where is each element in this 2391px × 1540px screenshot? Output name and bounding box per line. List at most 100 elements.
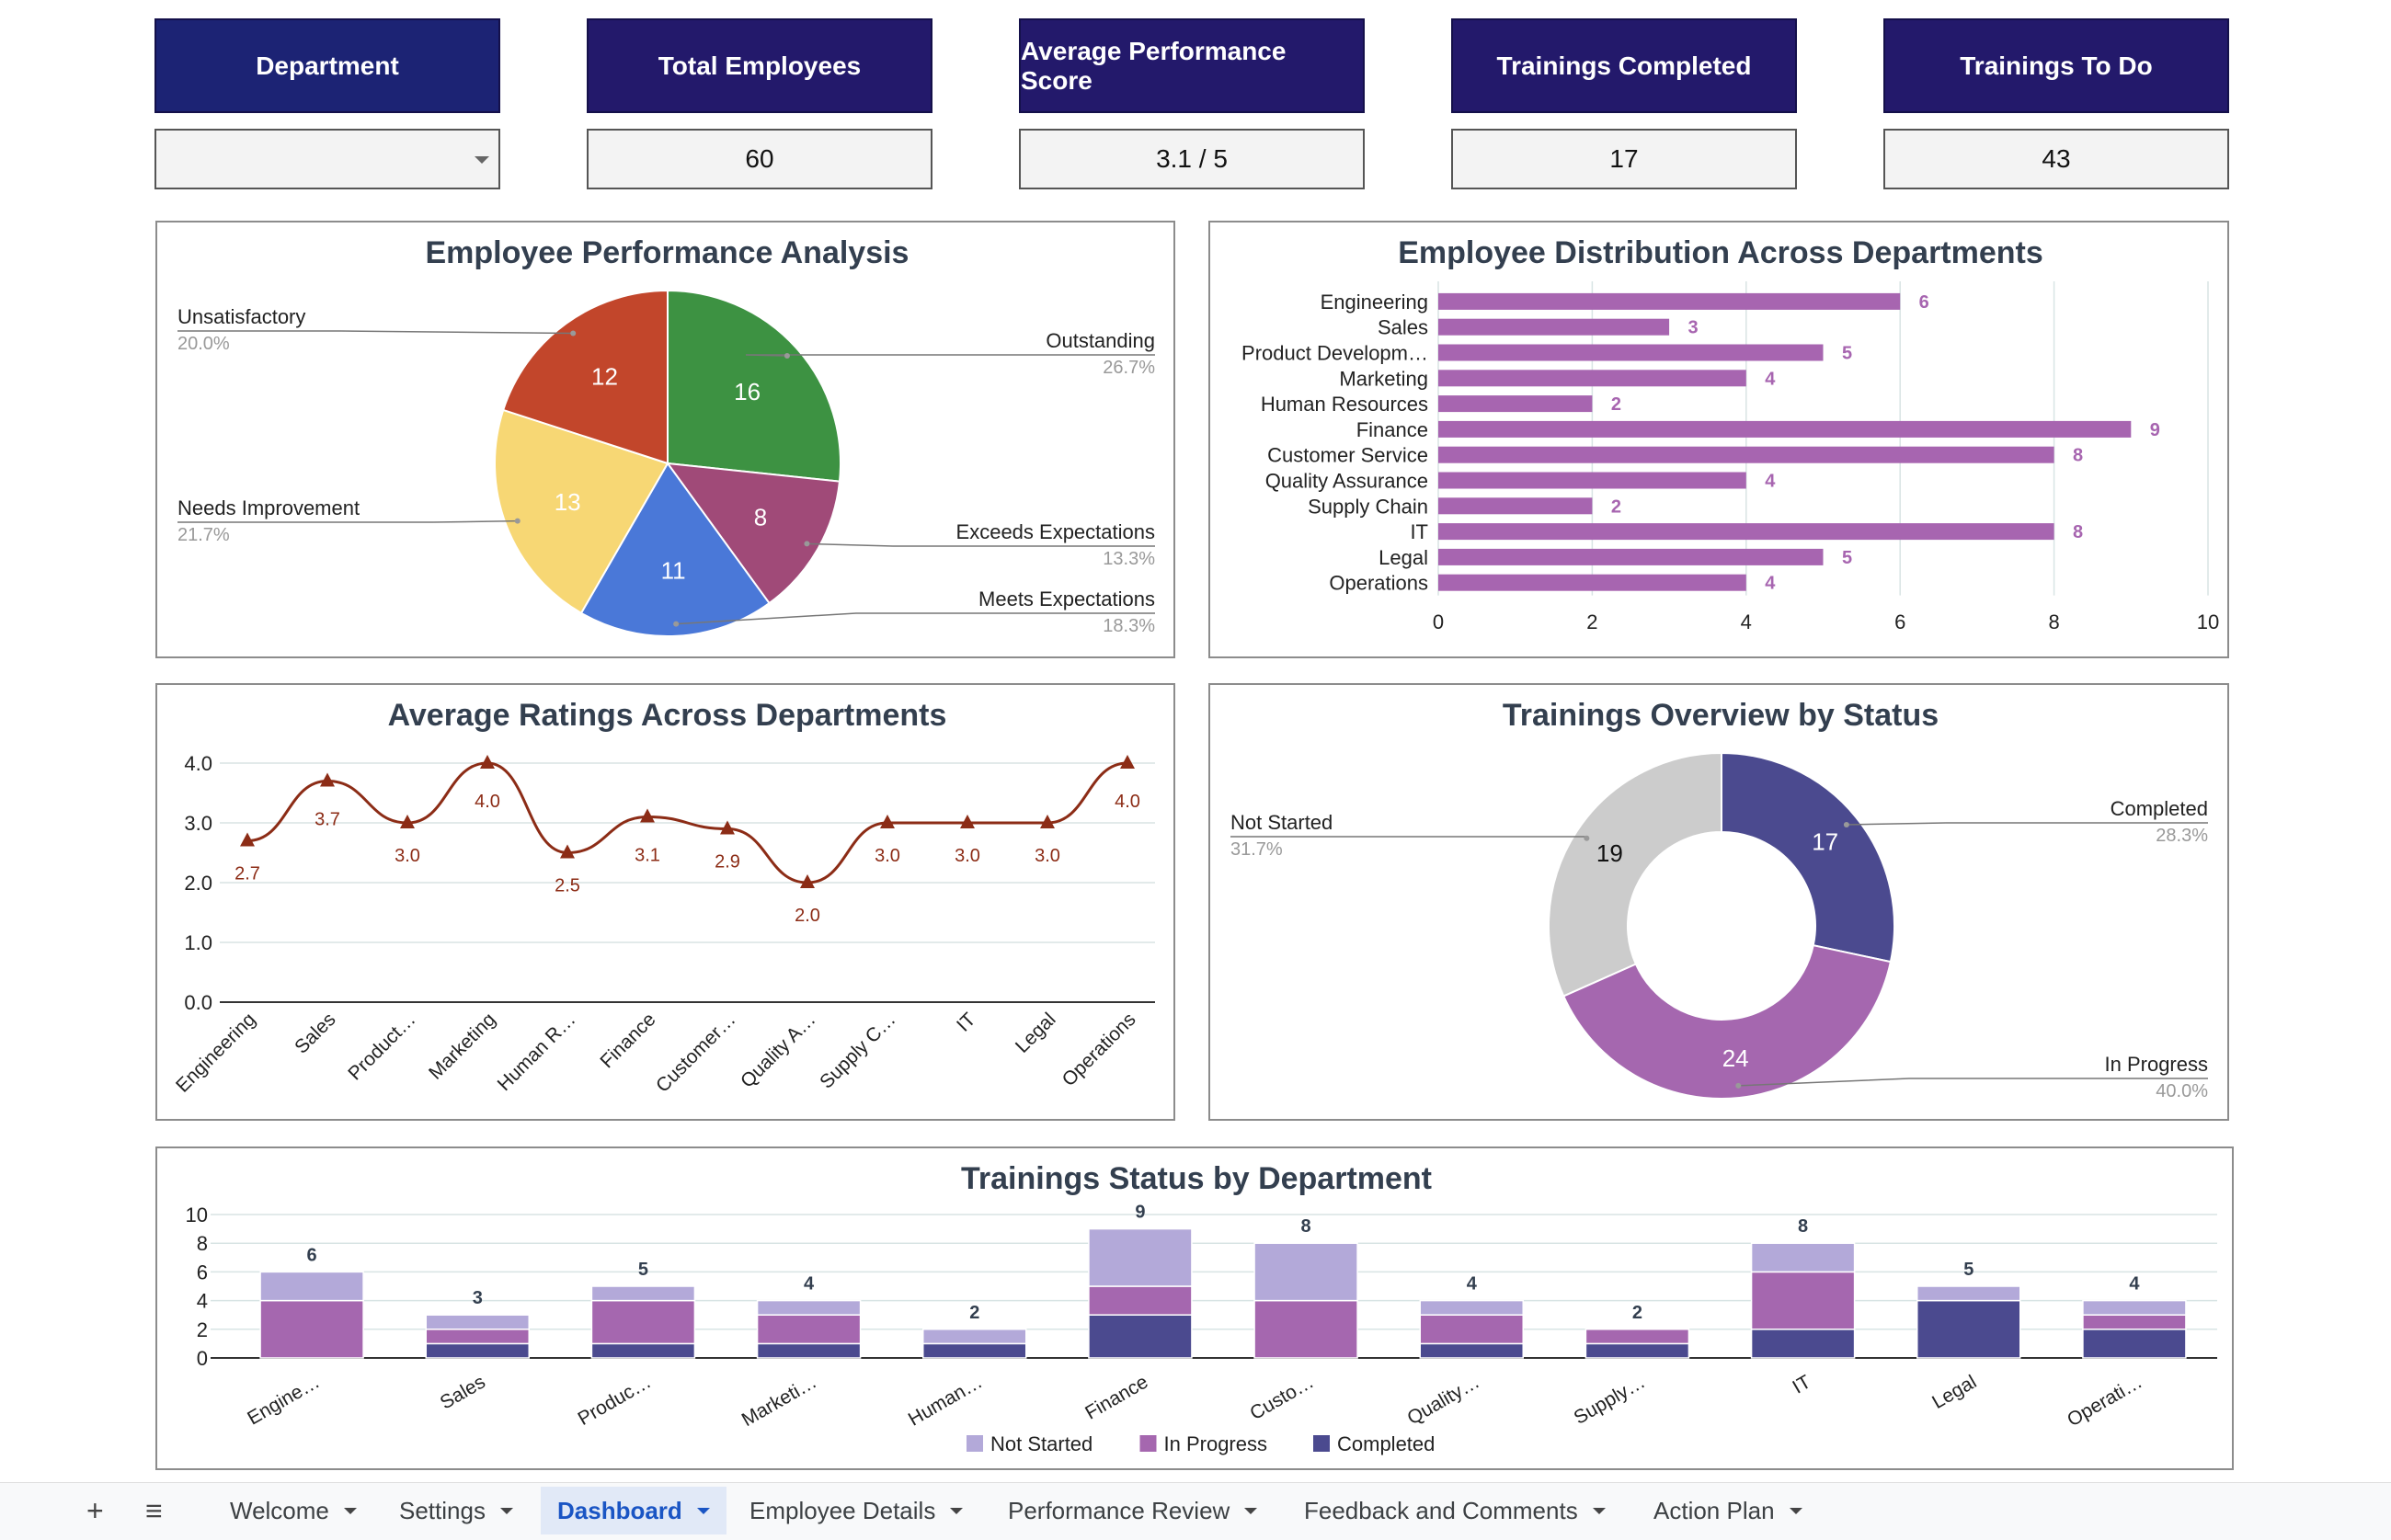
pie-leader-line <box>1230 836 1589 839</box>
category-label: Sales <box>1378 316 1428 339</box>
x-tick-label: Human R… <box>494 1009 580 1095</box>
category-label: Operations <box>1329 572 1428 595</box>
line-point <box>320 772 335 787</box>
stacked-bar-segment-completed <box>590 1342 696 1359</box>
pie-slice-percent: 26.7% <box>1103 358 1155 378</box>
legend-label: Completed <box>1337 1432 1435 1455</box>
stacked-bar-segment-in-progress <box>590 1299 696 1345</box>
category-label: Finance <box>1356 418 1428 441</box>
data-label: 2.5 <box>555 876 580 896</box>
tab-employee-details[interactable]: Employee Details <box>733 1487 979 1534</box>
stacked-bar-segment-not-started <box>1916 1285 2021 1302</box>
pie-slice-percent: 28.3% <box>2156 826 2208 846</box>
bar <box>1438 370 1746 387</box>
x-tick-label: Customer… <box>652 1009 739 1096</box>
bar-value-label: 4 <box>1765 472 1776 492</box>
x-tick-label: IT <box>1789 1371 1814 1397</box>
tab-employee-details-label: Employee Details <box>749 1496 936 1524</box>
stacked-bar-segment-not-started <box>259 1271 364 1302</box>
pie-slice-percent: 13.3% <box>1103 549 1155 569</box>
stacked-bar-segment-in-progress <box>1419 1314 1524 1345</box>
sheet-tab-bar: + ≡ Welcome Settings Dashboard Employee … <box>0 1482 2391 1540</box>
pie-leader-dot <box>570 330 577 337</box>
bar-total-label: 8 <box>1798 1216 1808 1237</box>
bar <box>1438 420 2132 438</box>
bar <box>1438 574 1746 591</box>
pie-slice-outstanding <box>667 289 841 483</box>
stacked-bar-segment-in-progress <box>1750 1271 1856 1330</box>
tab-dashboard-label: Dashboard <box>557 1496 682 1524</box>
stacked-bar-segment-not-started <box>1419 1299 1524 1316</box>
y-tick-label: 10 <box>186 1203 208 1226</box>
bar-value-label: 8 <box>2073 522 2083 542</box>
pie-slice-value: 16 <box>734 378 761 405</box>
x-tick-label: Quality A… <box>737 1009 820 1092</box>
x-tick-label: 0 <box>1433 610 1444 633</box>
tab-dashboard[interactable]: Dashboard <box>541 1487 726 1534</box>
data-label: 3.0 <box>875 846 900 866</box>
kpi-label-trainings-todo: Trainings To Do <box>1883 18 2229 113</box>
x-tick-label: Marketi… <box>738 1371 820 1431</box>
line-point <box>1040 815 1055 828</box>
data-label: 3.0 <box>955 846 980 866</box>
pie-slice-label: Needs Improvement <box>177 496 360 519</box>
x-tick-label: 4 <box>1741 610 1752 633</box>
stacked-bar-segment-not-started <box>1750 1242 1856 1273</box>
department-distribution-panel: Employee Distribution Across Departments… <box>1208 221 2229 658</box>
x-tick-label: IT <box>953 1009 980 1036</box>
tab-feedback-and-comments[interactable]: Feedback and Comments <box>1287 1487 1622 1534</box>
trainings-overview-chart: Trainings Overview by Status 17 Completed 2… <box>1230 698 2208 1101</box>
line-point <box>400 815 415 828</box>
x-tick-label: Legal <box>1012 1009 1060 1057</box>
x-tick-label: Operati… <box>2064 1371 2145 1431</box>
bar-value-label: 2 <box>1611 394 1621 415</box>
chart-title: Employee Distribution Across Departments <box>1398 235 2043 270</box>
tab-action-plan[interactable]: Action Plan <box>1637 1487 1819 1534</box>
bar <box>1438 548 1824 565</box>
trainings-overview-panel: Trainings Overview by Status 17 Completed 2… <box>1208 683 2229 1121</box>
chevron-down-icon <box>1244 1507 1258 1514</box>
data-label: 2.9 <box>715 852 740 873</box>
tab-welcome[interactable]: Welcome <box>213 1487 373 1534</box>
tab-performance-review-label: Performance Review <box>1008 1496 1230 1524</box>
legend-swatch <box>1139 1435 1157 1452</box>
stacked-bar-segment-not-started <box>590 1285 696 1302</box>
stacked-bar-segment-not-started <box>1088 1227 1193 1287</box>
bar-value-label: 9 <box>2150 420 2160 440</box>
bar-value-label: 8 <box>2073 446 2083 466</box>
category-label: Quality Assurance <box>1265 470 1428 493</box>
trainings-by-department-chart: Trainings Status by Department 0 2 4 6 8 10 6 En… <box>186 1161 2217 1455</box>
stacked-bar-segment-in-progress <box>1253 1299 1358 1359</box>
x-tick-label: Operations <box>1058 1009 1140 1090</box>
x-tick-label: Finance <box>1081 1371 1151 1423</box>
chart-title: Trainings Overview by Status <box>1503 698 1939 733</box>
pie-slice-meets-expectations <box>579 462 771 637</box>
pie-slice-value: 19 <box>1596 839 1623 867</box>
pie-leader-dot <box>1584 835 1590 841</box>
pie-slice-label: Meets Expectations <box>978 587 1155 610</box>
pie-slice-completed <box>1721 751 1895 964</box>
tab-performance-review[interactable]: Performance Review <box>991 1487 1274 1534</box>
stacked-bar-segment-in-progress <box>1088 1285 1193 1316</box>
stacked-bar-segment-completed <box>2082 1329 2187 1359</box>
bar-total-label: 4 <box>2129 1274 2140 1295</box>
tab-settings[interactable]: Settings <box>383 1487 530 1534</box>
menu-icon[interactable]: ≡ <box>145 1494 163 1527</box>
bar <box>1438 318 1670 336</box>
line-point <box>880 815 895 828</box>
x-tick-label: 10 <box>2197 610 2219 633</box>
bar-value-label: 4 <box>1765 574 1776 594</box>
x-tick-label: 6 <box>1894 610 1905 633</box>
stacked-bar-segment-completed <box>425 1342 530 1359</box>
plus-icon[interactable]: + <box>86 1494 104 1527</box>
legend-swatch <box>967 1435 983 1452</box>
x-tick-label: Produc… <box>575 1371 655 1430</box>
stacked-bar-segment-completed <box>756 1342 862 1359</box>
department-distribution-chart: Employee Distribution Across Departments… <box>1241 235 2219 633</box>
category-label: Legal <box>1379 546 1428 569</box>
stacked-bar-segment-in-progress <box>756 1314 862 1345</box>
department-dropdown[interactable] <box>154 129 500 189</box>
stacked-bar-segment-in-progress <box>259 1299 364 1359</box>
y-tick-label: 8 <box>197 1232 208 1255</box>
bar <box>1438 292 1901 310</box>
